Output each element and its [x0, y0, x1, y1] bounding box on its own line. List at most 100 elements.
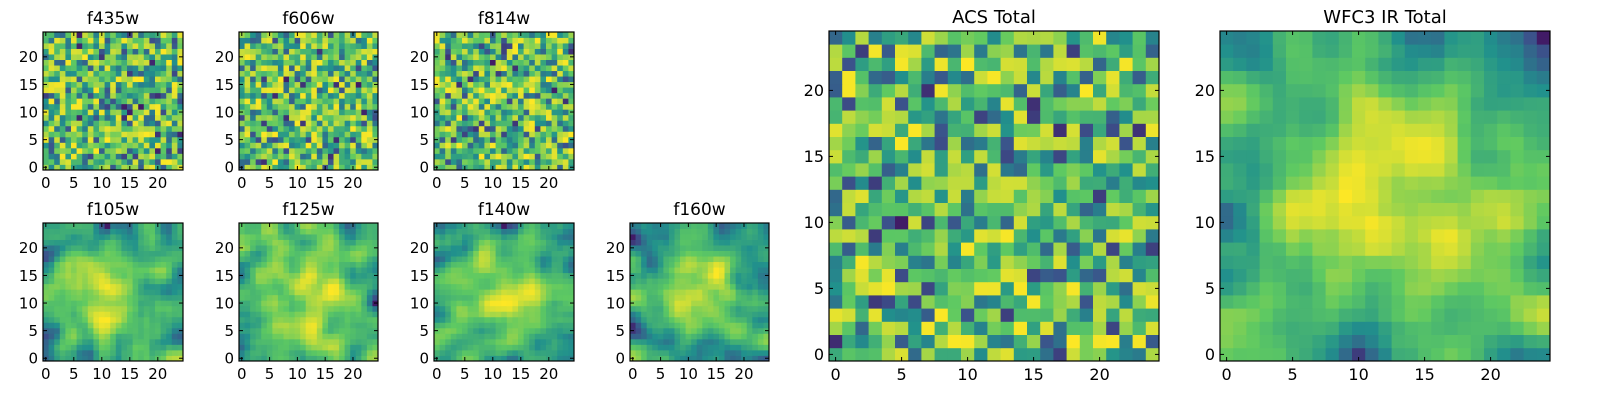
heatmap-cell	[59, 245, 66, 251]
heatmap-cell	[82, 333, 89, 340]
heatmap-cell	[657, 322, 664, 329]
heatmap-cell	[730, 267, 737, 274]
heatmap-cell	[250, 228, 257, 235]
heatmap-cell	[730, 223, 737, 229]
heatmap-cell	[478, 256, 485, 263]
heatmap-cell	[372, 120, 379, 127]
heatmap-cell	[87, 349, 94, 356]
heatmap-cell	[110, 355, 117, 362]
heatmap-cell	[456, 338, 463, 345]
heatmap-cell	[300, 283, 307, 290]
heatmap-cell	[685, 239, 692, 246]
heatmap-cell	[149, 355, 156, 362]
heatmap-cell	[104, 109, 111, 116]
heatmap-cell	[987, 334, 1001, 349]
x-tick-label: 20	[539, 174, 558, 192]
heatmap-cell	[104, 228, 111, 235]
heatmap-cell	[484, 272, 491, 279]
heatmap-cell	[266, 234, 273, 240]
heatmap-cell	[43, 283, 49, 290]
heatmap-cell	[239, 338, 245, 345]
heatmap-cell	[730, 316, 737, 323]
heatmap-cell	[155, 87, 161, 94]
heatmap-cell	[155, 311, 161, 318]
heatmap-cell	[934, 242, 949, 256]
heatmap-cell	[456, 327, 463, 334]
heatmap-cell	[361, 43, 368, 49]
heatmap-cell	[478, 300, 485, 307]
heatmap-cell	[115, 234, 122, 240]
heatmap-cell	[127, 81, 133, 88]
heatmap-cell	[266, 125, 273, 132]
heatmap-cell	[450, 333, 457, 340]
heatmap-cell	[166, 245, 173, 251]
heatmap-cell	[490, 92, 496, 99]
heatmap-cell	[646, 355, 653, 362]
heatmap-cell	[339, 142, 346, 149]
heatmap-cell	[127, 311, 133, 318]
heatmap-cell	[121, 164, 128, 171]
heatmap-cell	[355, 338, 362, 345]
heatmap-cell	[763, 333, 770, 340]
heatmap-cell	[512, 76, 519, 83]
heatmap-cell	[735, 349, 742, 356]
heatmap-cell	[540, 125, 547, 132]
heatmap-cell	[322, 327, 329, 334]
heatmap-cell	[132, 327, 139, 334]
heatmap-cell	[445, 239, 452, 246]
heatmap-cell	[99, 59, 105, 66]
heatmap-cell	[104, 125, 111, 132]
heatmap-cell	[568, 92, 575, 99]
heatmap-cell	[568, 48, 575, 55]
heatmap-cell	[305, 234, 312, 240]
heatmap-cell	[523, 164, 530, 171]
heatmap-cell	[462, 234, 468, 240]
heatmap-cell	[110, 305, 117, 312]
heatmap-cell	[327, 70, 334, 77]
heatmap-cell	[724, 355, 731, 362]
x-tick-label: 0	[432, 174, 442, 192]
heatmap-cell	[974, 334, 988, 349]
heatmap-cell	[82, 43, 89, 49]
heatmap-cell	[316, 338, 323, 345]
heatmap-cell	[467, 311, 474, 318]
heatmap-cell	[512, 153, 519, 160]
heatmap-cell	[143, 283, 150, 290]
heatmap-cell	[344, 114, 351, 121]
heatmap-cell	[277, 272, 284, 279]
heatmap-cell	[160, 120, 167, 127]
heatmap-cell	[741, 338, 748, 345]
heatmap-cell	[730, 245, 737, 251]
heatmap-cell	[741, 311, 748, 318]
heatmap-cell	[895, 321, 909, 335]
heatmap-cell	[557, 300, 564, 307]
heatmap-cell	[244, 48, 251, 55]
heatmap-cell	[450, 322, 457, 329]
heatmap-cell	[921, 281, 935, 296]
heatmap-cell	[478, 267, 485, 274]
heatmap-cell	[445, 278, 452, 285]
heatmap-cell	[127, 228, 133, 235]
heatmap-cell	[239, 48, 245, 55]
heatmap-cell	[439, 158, 446, 165]
heatmap-cell	[523, 261, 530, 268]
heatmap-cell	[166, 355, 173, 362]
heatmap-cell	[127, 272, 133, 279]
heatmap-cell	[266, 120, 273, 127]
heatmap-cell	[674, 316, 681, 323]
heatmap-cell	[261, 245, 268, 251]
heatmap-cell	[702, 239, 709, 246]
heatmap-cell	[523, 131, 530, 138]
heatmap-cell	[757, 283, 764, 290]
heatmap-cell	[327, 81, 334, 88]
heatmap-cell	[557, 228, 564, 235]
heatmap-cell	[104, 250, 111, 257]
heatmap-cell	[1132, 308, 1147, 322]
heatmap-cell	[305, 333, 312, 340]
heatmap-cell	[434, 92, 440, 99]
heatmap-cell	[54, 239, 61, 246]
heatmap-cell	[283, 48, 290, 55]
heatmap-cell	[752, 300, 759, 307]
heatmap-cell	[1132, 242, 1147, 256]
heatmap-cell	[355, 234, 362, 240]
